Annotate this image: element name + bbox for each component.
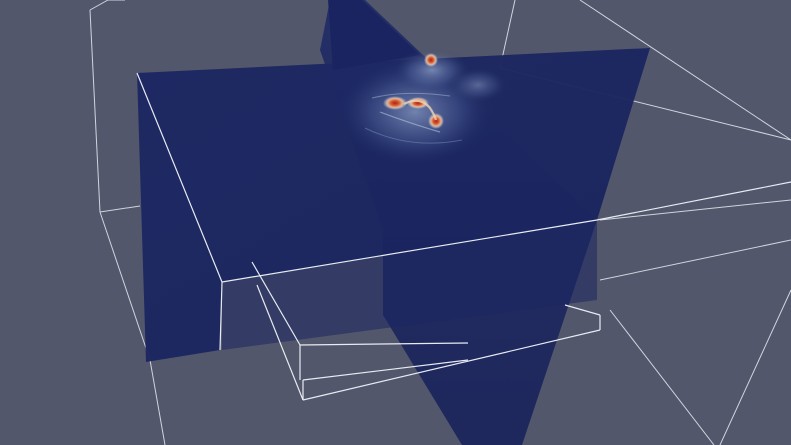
slice-plane-vertical-upper bbox=[328, 0, 420, 70]
box-front-shade bbox=[222, 220, 597, 350]
outline-box-inner bbox=[136, 72, 791, 401]
field-hotspots bbox=[335, 48, 508, 167]
